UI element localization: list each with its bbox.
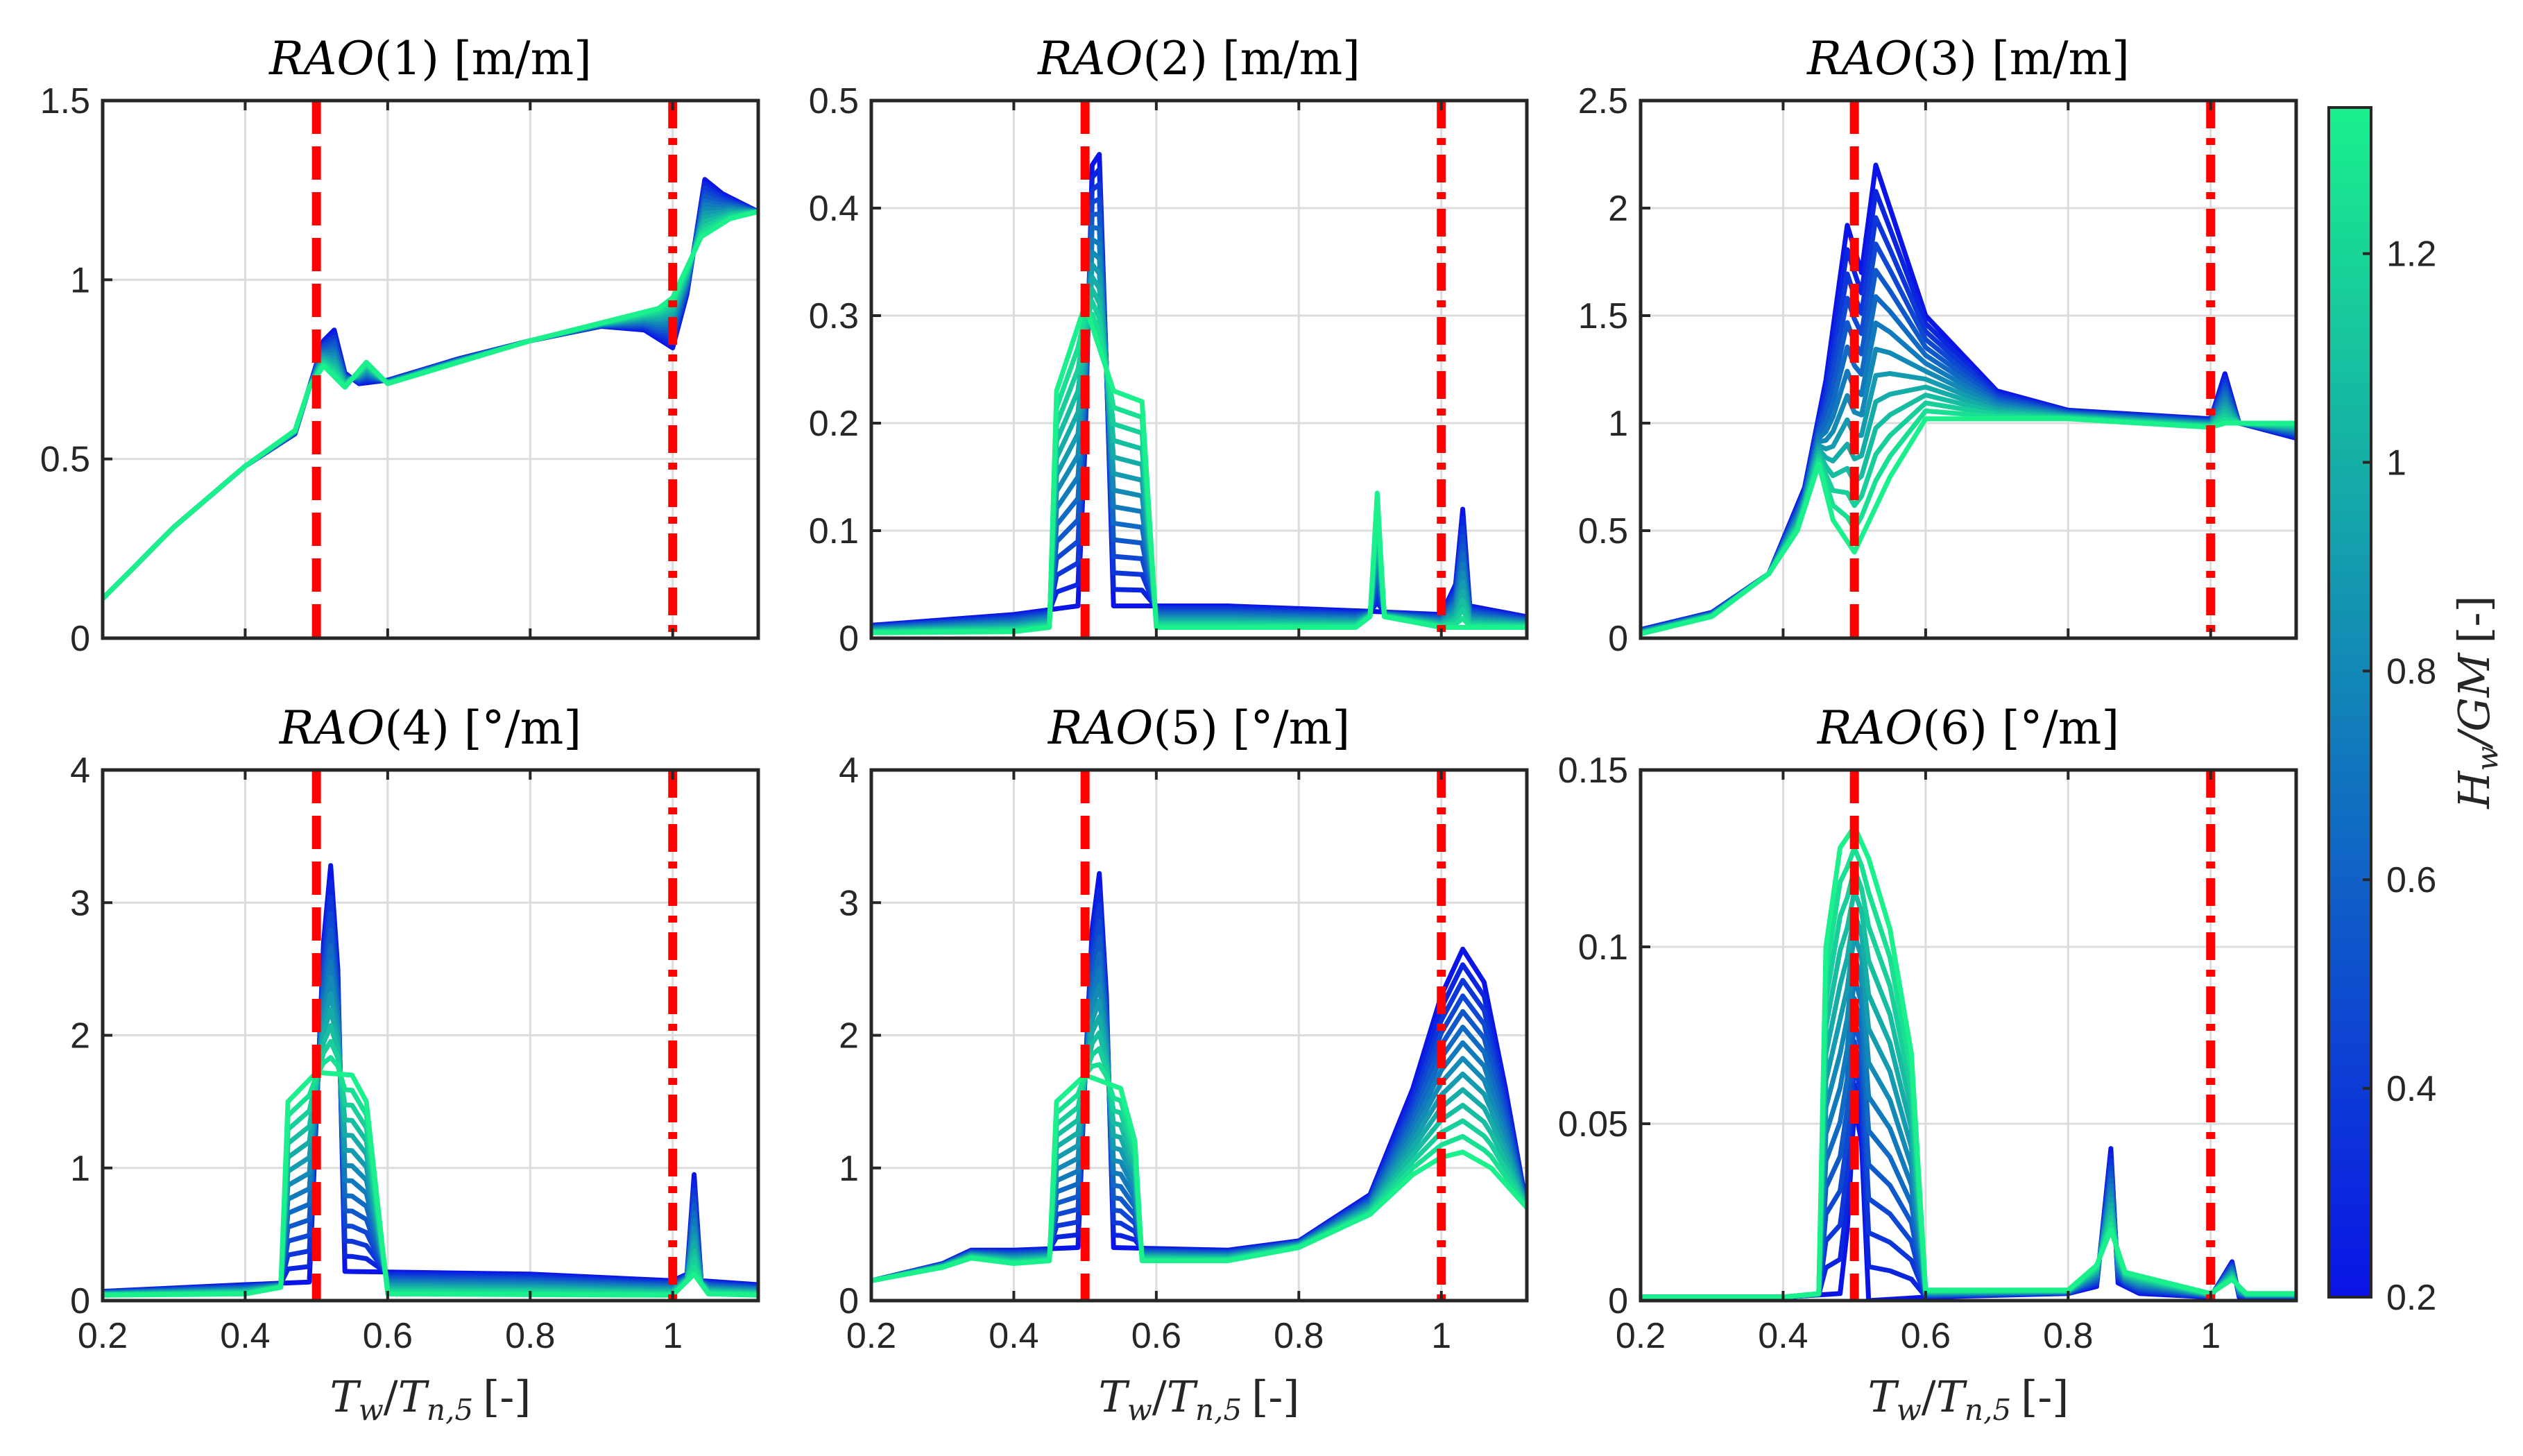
y-tick-label: 1	[1608, 404, 1628, 444]
y-tick-label: 2	[839, 1016, 859, 1056]
y-tick-label: 2	[1608, 189, 1628, 229]
panel-title: RAO(4) [°/m]	[279, 701, 581, 755]
series-line	[103, 209, 758, 601]
x-axis-label: Tw/Tn,5 [-]	[330, 1371, 531, 1427]
series-group	[871, 152, 1527, 635]
x-tick-label: 1	[1431, 1316, 1451, 1356]
colorbar-gradient	[2327, 106, 2372, 1299]
series-line	[871, 302, 1527, 635]
x-tick-label: 0.8	[505, 1316, 555, 1356]
plot-area	[1641, 770, 2296, 1301]
x-axis-label: Tw/Tn,5 [-]	[1098, 1371, 1299, 1427]
x-tick-label: 0.6	[1901, 1316, 1951, 1356]
colorbar-tick-label: 0.8	[2386, 651, 2436, 692]
x-tick-label: 0.6	[1131, 1316, 1181, 1356]
x-tick-label: 0.2	[846, 1316, 896, 1356]
y-tick-label: 0.15	[1558, 751, 1628, 791]
colorbar-label: Hw/GM[-]	[2449, 595, 2504, 809]
series-line	[103, 1038, 758, 1297]
colorbar-tick-label: 1.2	[2386, 234, 2436, 275]
series-line	[871, 1072, 1527, 1283]
y-tick-label: 0.5	[1578, 511, 1628, 551]
series-line	[103, 1022, 758, 1297]
plot-area	[871, 101, 1527, 638]
x-tick-label: 1	[662, 1316, 683, 1356]
y-tick-label: 0.1	[1578, 927, 1628, 968]
colorbar-tick-label: 0.2	[2386, 1278, 2436, 1318]
colorbar-tick-label: 0.4	[2386, 1069, 2436, 1109]
y-tick-label: 0	[1608, 1281, 1628, 1321]
y-tick-label: 1	[70, 260, 90, 300]
panel-title: RAO(3) [m/m]	[1806, 32, 2130, 85]
y-tick-label: 0	[839, 619, 859, 659]
series-line	[103, 1070, 758, 1298]
colorbar-ticks: 0.2 0.4 0.6 0.8 1 1.2	[2363, 234, 2436, 1318]
axes-frame	[1639, 99, 2298, 640]
panel-2: 0 0.1 0.2 0.3 0.4 0.5 RAO(2) [m/m]	[809, 32, 1529, 659]
panel-6: 0 0.05 0.1 0.15 0.2 0.4 0.6 0.8 1 RAO(6) [°/m] Tw/…	[1558, 701, 2298, 1427]
series-line	[1641, 824, 2296, 1300]
series-group	[103, 863, 758, 1298]
y-tick-label: 0.5	[809, 81, 859, 121]
y-tick-label: 2.5	[1578, 81, 1628, 121]
y-tick-label: 1.5	[1578, 296, 1628, 336]
x-tick-label: 0.2	[1616, 1316, 1666, 1356]
series-group	[871, 871, 1527, 1283]
y-tick-label: 2	[70, 1016, 90, 1056]
chart-panels: 0 0.5 1 1.5 RAO(1) [m/m] 0 0.1 0.2 0.3 0.4 0.5 RAO(…	[40, 32, 2298, 1427]
panel-3: 0 0.5 1 1.5 2 2.5 RAO(3) [m/m]	[1578, 32, 2298, 659]
x-tick-label: 0.2	[78, 1316, 128, 1356]
y-tick-label: 0.05	[1558, 1104, 1628, 1145]
y-tick-label: 0	[70, 619, 90, 659]
colorbar-tick-label: 0.6	[2386, 860, 2436, 900]
y-tick-label: 0	[1608, 619, 1628, 659]
y-tick-label: 0.4	[809, 189, 859, 229]
y-tick-label: 1	[70, 1149, 90, 1189]
axes-frame	[1639, 768, 2298, 1303]
colorbar: 0.2 0.4 0.6 0.8 1 1.2 Hw/GM[-]	[2327, 106, 2504, 1318]
series-line	[103, 1055, 758, 1298]
x-axis-label: Tw/Tn,5 [-]	[1867, 1371, 2069, 1427]
colorbar-tick-label: 1	[2386, 443, 2406, 483]
y-tick-label: 0.5	[40, 440, 90, 480]
panel-title: RAO(2) [m/m]	[1037, 32, 1360, 85]
y-tick-label: 1	[839, 1149, 859, 1189]
panel-4: 0 1 2 3 4 0.2 0.4 0.6 0.8 1 RAO(4) [°/m] Tw/Tn,5 [-]	[70, 701, 760, 1427]
panel-5: 0 1 2 3 4 0.2 0.4 0.6 0.8 1 RAO(5) [°/m] Tw/Tn,5 [-]	[839, 701, 1529, 1427]
y-tick-label: 4	[839, 751, 859, 791]
x-tick-label: 0.8	[1274, 1316, 1324, 1356]
x-tick-label: 0.4	[1758, 1316, 1808, 1356]
y-tick-label: 0.3	[809, 296, 859, 336]
y-tick-label: 4	[70, 751, 90, 791]
panel-title: RAO(6) [°/m]	[1817, 701, 2119, 755]
y-tick-label: 0.1	[809, 511, 859, 551]
panel-title: RAO(5) [°/m]	[1047, 701, 1350, 755]
y-tick-label: 3	[70, 883, 90, 923]
y-tick-label: 3	[839, 883, 859, 923]
axes-frame	[101, 99, 760, 640]
y-tick-label: 0.2	[809, 404, 859, 444]
y-tick-label: 0	[70, 1281, 90, 1321]
x-tick-label: 1	[2200, 1316, 2221, 1356]
panel-1: 0 0.5 1 1.5 RAO(1) [m/m]	[40, 32, 760, 659]
x-tick-label: 0.4	[220, 1316, 270, 1356]
axes-frame	[869, 99, 1529, 640]
x-tick-label: 0.8	[2043, 1316, 2093, 1356]
x-tick-label: 0.4	[989, 1316, 1038, 1356]
y-tick-label: 1.5	[40, 81, 90, 121]
y-tick-label: 0	[839, 1281, 859, 1321]
panel-title: RAO(1) [m/m]	[268, 32, 592, 85]
series-group	[103, 177, 758, 601]
x-tick-label: 0.6	[363, 1316, 413, 1356]
